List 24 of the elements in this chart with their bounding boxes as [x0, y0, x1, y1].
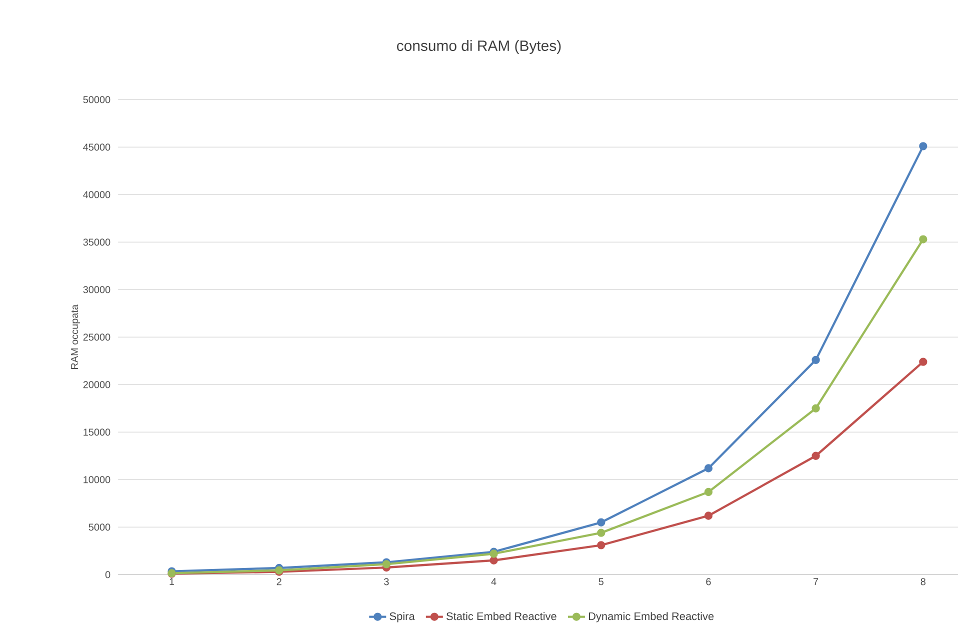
- y-tick-label: 50000: [83, 96, 110, 104]
- y-tick-label: 15000: [84, 428, 110, 436]
- y-axis-title: RAM occupata: [71, 304, 80, 369]
- x-tick-label: 7: [814, 578, 818, 586]
- y-tick-label: 5000: [88, 524, 110, 531]
- y-tick-label: 25000: [83, 334, 110, 341]
- y-tick-label: 20000: [83, 381, 110, 388]
- x-tick-label: 1: [170, 578, 174, 586]
- legend-label: Spira: [390, 612, 415, 622]
- y-tick-label: 40000: [83, 191, 110, 198]
- x-tick-label: 2: [276, 578, 282, 586]
- x-tick-label: 8: [920, 578, 926, 586]
- y-tick-label: 35000: [83, 238, 110, 246]
- x-tick-label: 3: [384, 578, 389, 586]
- x-tick-label: 4: [491, 578, 496, 586]
- legend-label: Dynamic Embed Reactive: [588, 612, 714, 622]
- legend-label: Static Embed Reactive: [446, 612, 556, 620]
- y-tick-label: 45000: [83, 144, 110, 151]
- x-tick-label: 6: [706, 578, 711, 586]
- y-tick-label: 30000: [83, 286, 110, 294]
- chart-title: consumo di RAM (Bytes): [397, 40, 561, 54]
- y-tick-label: 10000: [84, 476, 110, 484]
- y-tick-label: 0: [105, 571, 110, 578]
- x-tick-label: 5: [598, 578, 604, 586]
